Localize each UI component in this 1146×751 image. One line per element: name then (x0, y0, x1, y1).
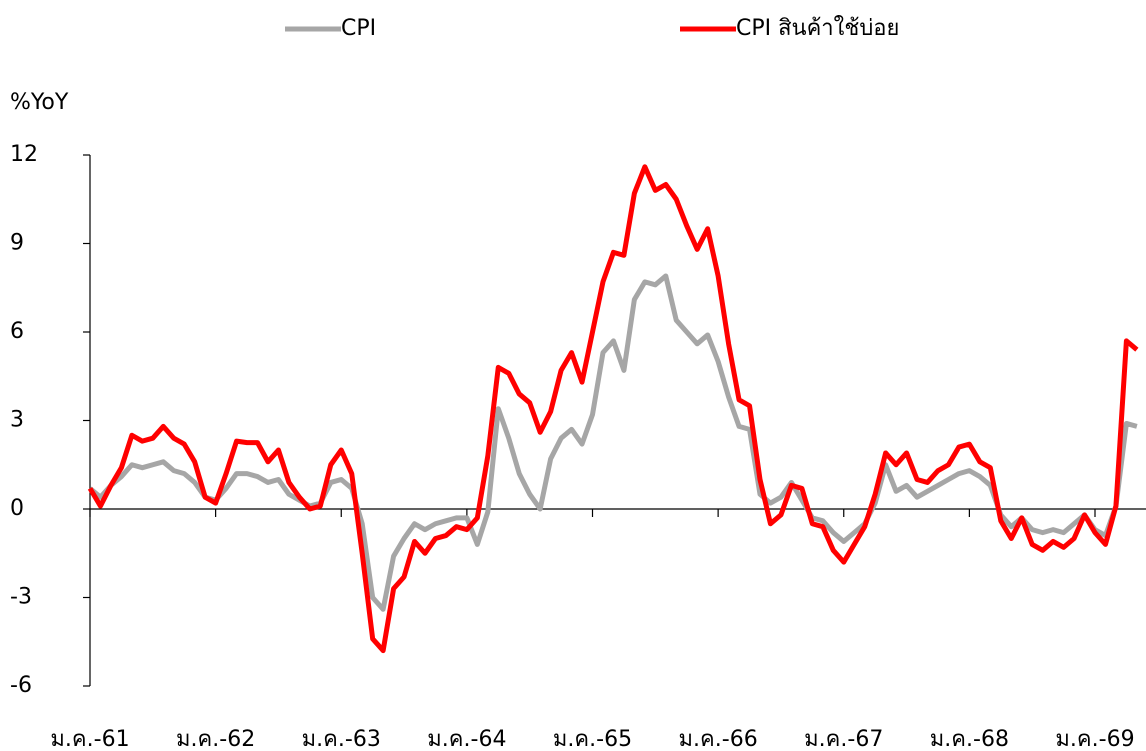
y-tick-label: 12 (10, 142, 38, 167)
legend-label: CPI สินค้าใช้บ่อย (736, 15, 899, 41)
y-tick-label: -3 (10, 585, 32, 610)
y-tick-label: 0 (10, 496, 24, 521)
y-tick-label: 9 (10, 231, 24, 256)
x-tick-label: ม.ค.-69 (1055, 727, 1134, 751)
x-tick-label: ม.ค.-66 (679, 727, 758, 751)
x-tick-label: ม.ค.-63 (302, 727, 381, 751)
x-tick-label: ม.ค.-68 (930, 727, 1009, 751)
x-tick-label: ม.ค.-61 (50, 727, 129, 751)
y-axis-label: %YoY (10, 90, 69, 115)
legend-label: CPI (341, 16, 376, 41)
y-tick-label: 3 (10, 408, 24, 433)
y-tick-label: -6 (10, 673, 32, 698)
y-tick-label: 6 (10, 319, 24, 344)
x-tick-label: ม.ค.-62 (176, 727, 255, 751)
series-line (88, 273, 1138, 612)
series-line (87, 164, 1139, 654)
x-tick-label: ม.ค.-65 (553, 727, 632, 751)
x-tick-label: ม.ค.-67 (804, 727, 883, 751)
x-tick-label: ม.ค.-64 (427, 727, 506, 751)
